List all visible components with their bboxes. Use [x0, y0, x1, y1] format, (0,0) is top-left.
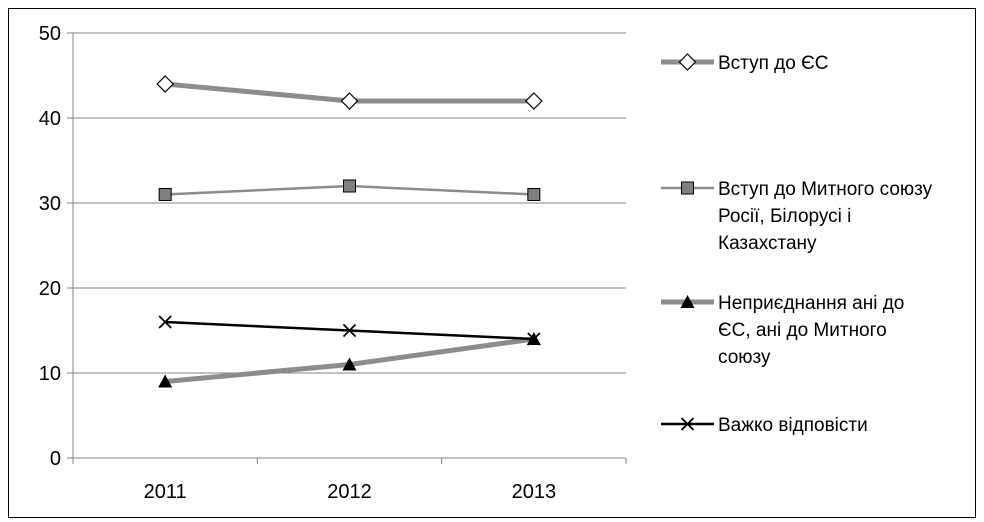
series-1-point: [524, 92, 543, 110]
y-tick-label: 0: [50, 448, 61, 470]
chart-frame: [8, 8, 976, 518]
legend-label-3: союзу: [718, 347, 771, 368]
series-3-point: [158, 374, 173, 388]
series-2-point: [158, 188, 172, 201]
y-tick-label: 50: [39, 23, 61, 45]
series-1-point: [340, 92, 359, 110]
x-tick-label: 2013: [512, 481, 557, 503]
legend-label-4: Важко відповісти: [718, 415, 868, 436]
legend-label-3: Неприєднання ані до: [718, 293, 904, 314]
legend-label-3: ЄС, ані до Митного: [718, 320, 887, 341]
legend-label-2: Вступ до Митного союзу: [718, 179, 933, 200]
series-2-point: [527, 188, 541, 201]
legend-marker-2: [681, 181, 694, 195]
series-1-point: [156, 75, 175, 93]
series-4-point: [158, 315, 172, 329]
y-tick-label: 30: [39, 193, 61, 215]
y-tick-label: 20: [39, 278, 61, 300]
legend-marker-4: [680, 417, 695, 431]
legend-label-2: Росії, Білорусі і: [718, 206, 851, 227]
legend-marker-1: [678, 53, 697, 71]
x-tick-label: 2012: [327, 481, 372, 503]
legend-label-2: Казахстану: [718, 233, 817, 254]
y-tick-label: 40: [39, 108, 61, 130]
series-3-point: [342, 357, 357, 371]
x-tick-label: 2011: [144, 481, 187, 503]
y-tick-label: 10: [39, 363, 61, 385]
series-4-point: [342, 323, 357, 338]
legend-label-1: Вступ до ЄС: [718, 53, 828, 74]
series-4-point: [527, 332, 541, 346]
legend-marker-3: [680, 295, 695, 308]
series-2-point: [343, 179, 356, 193]
